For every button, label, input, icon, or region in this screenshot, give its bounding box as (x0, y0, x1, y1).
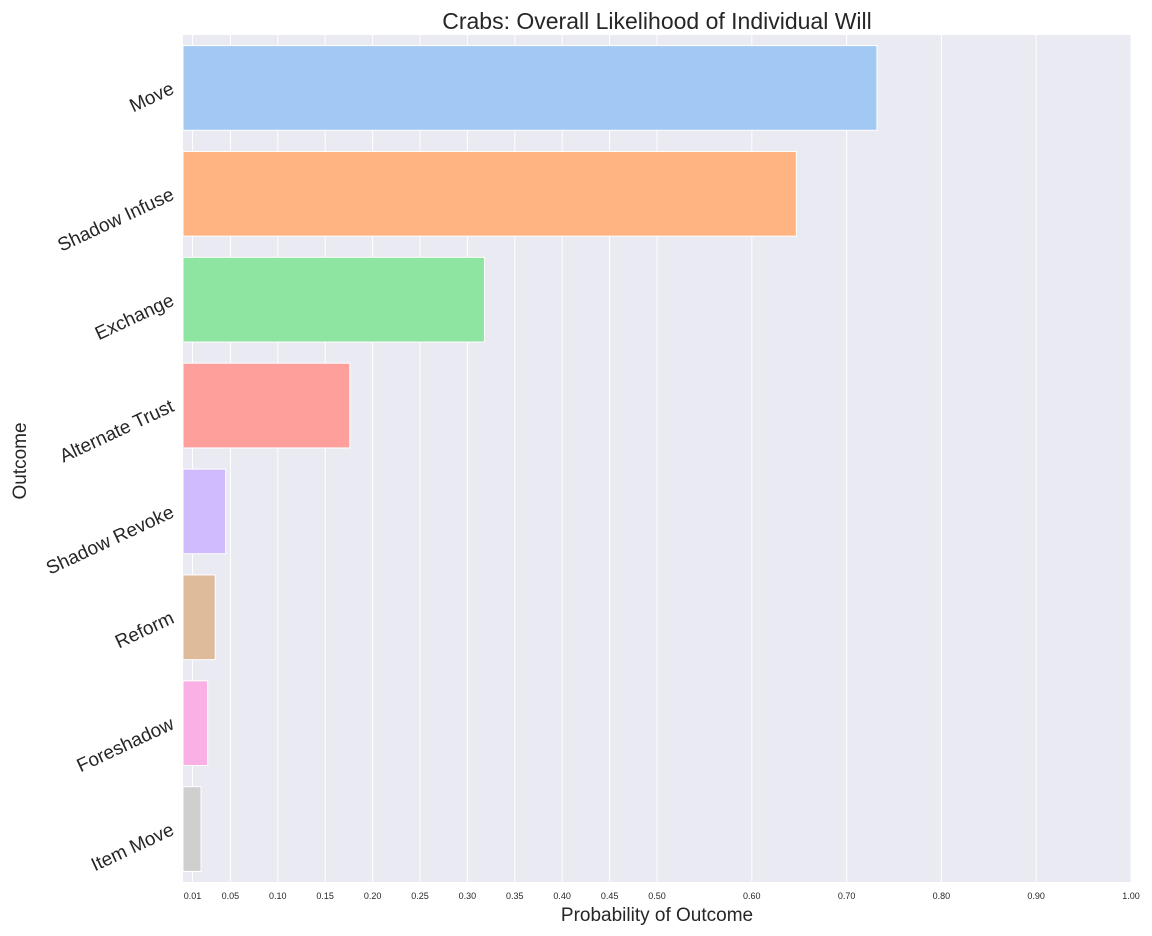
x-tick-label: 0.70 (838, 891, 856, 901)
y-tick-label: Reform (112, 608, 177, 653)
y-tick-label: Alternate Trust (57, 396, 179, 468)
x-tick-label: 0.50 (648, 891, 666, 901)
x-tick-label: 0.25 (411, 891, 429, 901)
y-tick-label: Foreshadow (74, 714, 178, 777)
y-tick-label: Item Move (88, 820, 177, 877)
y-tick-label: Move (126, 78, 177, 117)
x-tick-label: 0.60 (743, 891, 761, 901)
x-axis-label: Probability of Outcome (561, 905, 753, 926)
x-tick-label: 0.80 (933, 891, 951, 901)
y-tick-label: Shadow Infuse (55, 184, 178, 256)
y-tick-label: Exchange (92, 290, 177, 345)
x-tick-label: 0.30 (459, 891, 477, 901)
chart-title: Crabs: Overall Likelihood of Individual … (442, 8, 872, 34)
bar-item-move (182, 786, 202, 872)
x-tick-label: 0.20 (364, 891, 382, 901)
y-tick-label: Shadow Revoke (43, 502, 177, 580)
x-tick-label: 1.00 (1122, 891, 1140, 901)
bar-shadow-revoke (182, 468, 227, 555)
x-tick-label: 0.10 (269, 891, 287, 901)
x-tick-label: 0.35 (506, 891, 524, 901)
bar-foreshadow (182, 680, 209, 767)
bars (182, 45, 878, 872)
bar-move (182, 45, 878, 131)
bar-reform (182, 574, 216, 661)
y-axis-label: Outcome (10, 422, 31, 499)
x-tick-labels: 0.01 0.05 0.10 0.15 0.20 0.25 0.30 0.35 0.40 0.45… (184, 891, 1140, 901)
bar-exchange (182, 256, 485, 343)
y-tick-labels: Move Shadow Infuse Exchange Alternate Trust… (43, 78, 178, 876)
x-tick-label: 0.45 (601, 891, 619, 901)
x-tick-label: 0.90 (1027, 891, 1045, 901)
x-tick-label: 0.15 (316, 891, 334, 901)
x-tick-label: 0.40 (553, 891, 571, 901)
bar-shadow-infuse (182, 150, 797, 237)
x-tick-label: 0.05 (222, 891, 240, 901)
bar-alternate-trust (182, 362, 351, 449)
x-tick-label: 0.01 (184, 891, 202, 901)
